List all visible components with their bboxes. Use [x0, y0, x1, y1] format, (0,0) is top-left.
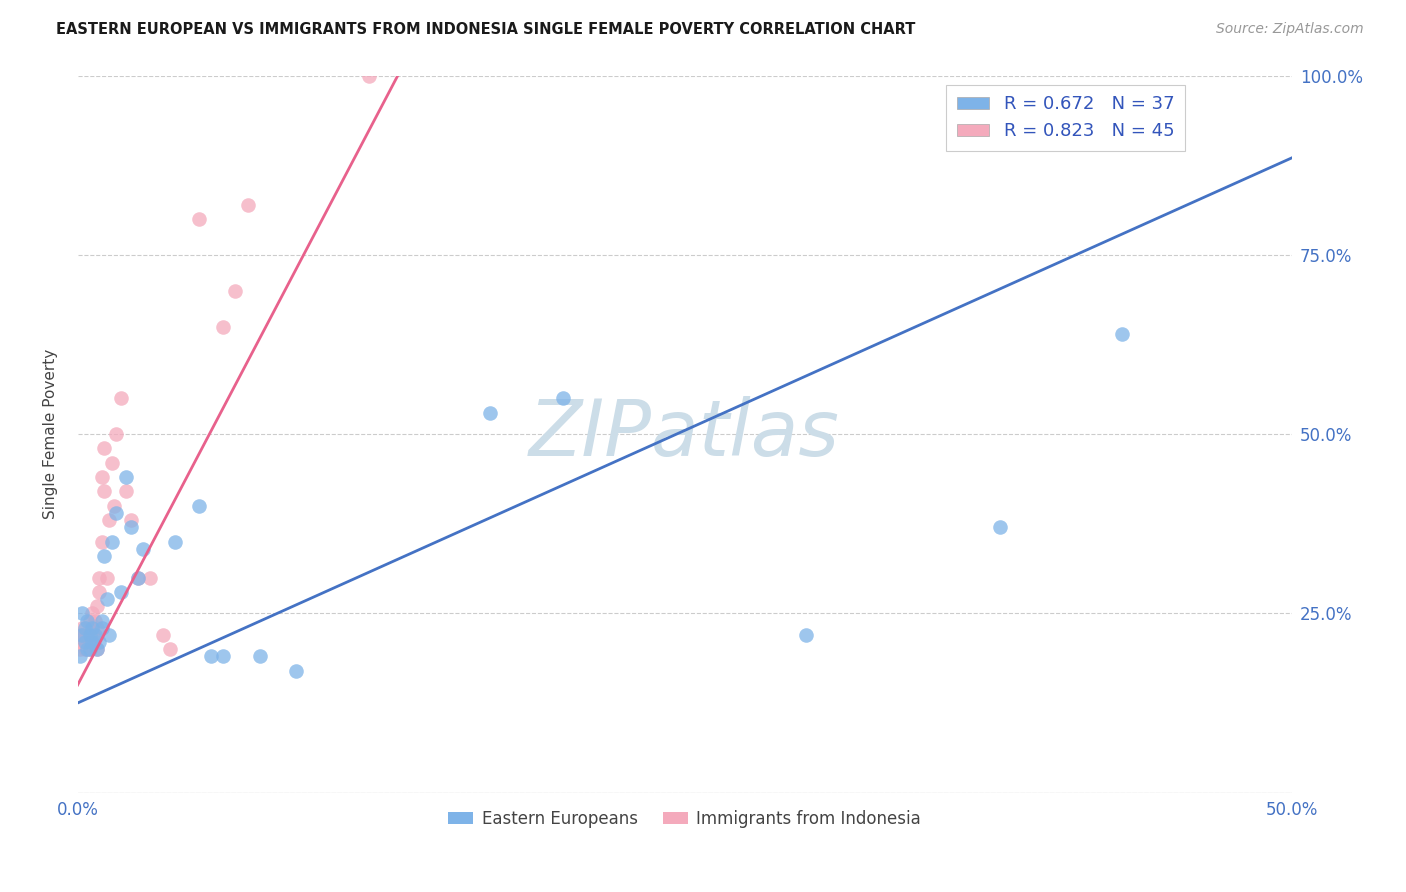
- Point: [83, 628, 105, 642]
- Point: [224, 284, 246, 298]
- Point: [83, 614, 105, 628]
- Point: [120, 513, 142, 527]
- Point: [188, 499, 211, 513]
- Point: [73, 635, 96, 649]
- Point: [76, 628, 98, 642]
- Point: [110, 391, 132, 405]
- Point: [794, 628, 817, 642]
- Point: [127, 570, 149, 584]
- Point: [90, 470, 112, 484]
- Point: [86, 642, 108, 657]
- Point: [96, 592, 118, 607]
- Point: [72, 607, 94, 621]
- Point: [76, 635, 98, 649]
- Point: [479, 406, 502, 420]
- Point: [93, 549, 115, 563]
- Point: [86, 642, 108, 657]
- Point: [90, 614, 112, 628]
- Point: [82, 621, 104, 635]
- Point: [200, 649, 222, 664]
- Point: [236, 197, 259, 211]
- Point: [90, 621, 112, 635]
- Point: [73, 628, 96, 642]
- Point: [82, 621, 104, 635]
- Point: [69, 628, 91, 642]
- Y-axis label: Single Female Poverty: Single Female Poverty: [44, 349, 58, 519]
- Point: [73, 621, 96, 635]
- Point: [98, 513, 121, 527]
- Point: [72, 621, 94, 635]
- Point: [212, 319, 235, 334]
- Point: [163, 534, 186, 549]
- Point: [89, 635, 111, 649]
- Point: [988, 520, 1011, 534]
- Text: Source: ZipAtlas.com: Source: ZipAtlas.com: [1216, 22, 1364, 37]
- Point: [76, 642, 98, 657]
- Point: [69, 642, 91, 657]
- Point: [93, 442, 115, 456]
- Point: [100, 534, 122, 549]
- Point: [285, 664, 308, 678]
- Point: [72, 635, 94, 649]
- Point: [98, 628, 121, 642]
- Point: [76, 642, 98, 657]
- Legend: Eastern Europeans, Immigrants from Indonesia: Eastern Europeans, Immigrants from Indon…: [441, 803, 928, 835]
- Point: [100, 456, 122, 470]
- Point: [105, 506, 128, 520]
- Point: [83, 628, 105, 642]
- Point: [1111, 326, 1133, 341]
- Point: [72, 628, 94, 642]
- Point: [73, 635, 96, 649]
- Point: [120, 520, 142, 534]
- Point: [93, 484, 115, 499]
- Point: [139, 570, 162, 584]
- Point: [89, 585, 111, 599]
- Text: EASTERN EUROPEAN VS IMMIGRANTS FROM INDONESIA SINGLE FEMALE POVERTY CORRELATION : EASTERN EUROPEAN VS IMMIGRANTS FROM INDO…: [56, 22, 915, 37]
- Point: [90, 534, 112, 549]
- Point: [553, 391, 575, 405]
- Point: [188, 211, 211, 226]
- Point: [79, 642, 101, 657]
- Point: [159, 642, 181, 657]
- Point: [127, 570, 149, 584]
- Point: [105, 427, 128, 442]
- Point: [212, 649, 235, 664]
- Point: [103, 499, 125, 513]
- Point: [115, 484, 138, 499]
- Point: [96, 570, 118, 584]
- Point: [69, 649, 91, 664]
- Point: [115, 470, 138, 484]
- Point: [86, 621, 108, 635]
- Point: [249, 649, 271, 664]
- Point: [76, 614, 98, 628]
- Point: [152, 628, 174, 642]
- Point: [79, 614, 101, 628]
- Point: [132, 541, 155, 556]
- Point: [79, 628, 101, 642]
- Point: [73, 642, 96, 657]
- Point: [72, 628, 94, 642]
- Point: [82, 607, 104, 621]
- Point: [89, 570, 111, 584]
- Text: ZIPatlas: ZIPatlas: [529, 396, 839, 472]
- Point: [79, 628, 101, 642]
- Point: [110, 585, 132, 599]
- Point: [82, 635, 104, 649]
- Point: [82, 635, 104, 649]
- Point: [357, 69, 380, 83]
- Point: [86, 599, 108, 614]
- Point: [79, 642, 101, 657]
